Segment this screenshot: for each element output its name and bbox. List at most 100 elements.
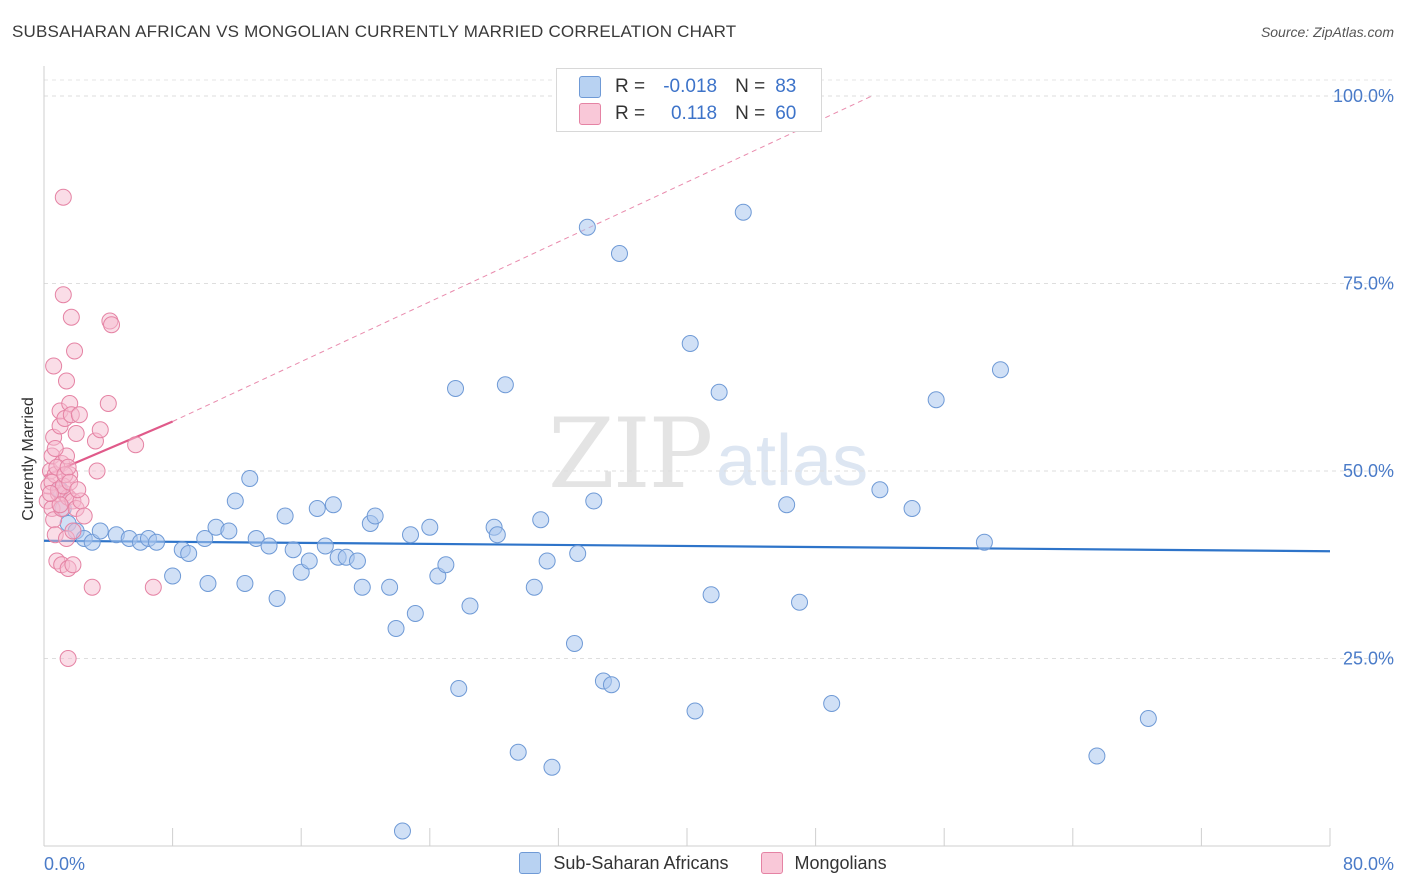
point-mongolian (67, 425, 85, 442)
point-subsaharan (148, 533, 166, 551)
point-mongolian (103, 316, 121, 334)
legend-r-value: 0.118 (670, 103, 718, 124)
point-subsaharan (421, 518, 439, 536)
point-subsaharan (393, 822, 411, 840)
point-subsaharan (791, 593, 809, 611)
chart-title: SUBSAHARAN AFRICAN VS MONGOLIAN CURRENTL… (12, 22, 737, 41)
point-subsaharan (353, 578, 371, 596)
point-subsaharan (681, 335, 699, 352)
legend-n-value: 60 (775, 103, 797, 124)
grid-lines (44, 79, 1394, 659)
y-tick-label: 25.0% (1343, 649, 1394, 669)
point-subsaharan (903, 500, 921, 517)
series-legend-item-subsaharan[interactable]: Sub-Saharan Africans (519, 852, 729, 874)
blue-swatch (519, 852, 542, 874)
point-subsaharan (702, 586, 720, 604)
axis-labels: 25.0% 50.0% 75.0% 100.0% 0.0% 80.0% Currently … (20, 86, 1394, 874)
point-subsaharan (268, 590, 286, 607)
point-mongolian (83, 578, 101, 596)
trend-extension-mongolian (172, 95, 873, 422)
point-mongolian (59, 458, 77, 476)
point-subsaharan (164, 567, 182, 585)
point-mongolian (75, 507, 93, 525)
point-subsaharan (461, 597, 479, 615)
x-tick-label: 80.0% (1343, 854, 1394, 874)
point-subsaharan (585, 492, 603, 510)
series-legend-label: Sub-Saharan Africans (553, 852, 729, 873)
point-mongolian (91, 421, 109, 439)
point-subsaharan (366, 507, 384, 525)
point-subsaharan (447, 380, 465, 397)
point-subsaharan (927, 391, 945, 409)
y-tick-label: 100.0% (1333, 86, 1394, 106)
point-subsaharan (220, 522, 238, 540)
axes (43, 66, 1331, 847)
point-subsaharan (871, 481, 889, 499)
point-subsaharan (387, 620, 405, 637)
point-subsaharan (686, 702, 704, 720)
point-subsaharan (578, 218, 596, 236)
series-legend-item-mongolians[interactable]: Mongolians (760, 852, 887, 874)
point-mongolian (69, 481, 87, 499)
point-subsaharan (975, 533, 993, 551)
point-subsaharan (348, 552, 366, 570)
point-mongolian (64, 556, 82, 574)
x-tick-label: 0.0% (44, 854, 85, 874)
point-subsaharan (565, 635, 583, 652)
y-axis-label: Currently Married (20, 397, 37, 521)
point-subsaharan (91, 522, 109, 540)
point-subsaharan (276, 507, 294, 525)
point-subsaharan (324, 496, 342, 514)
point-subsaharan (532, 511, 550, 529)
legend-r-key: R = (615, 76, 646, 97)
point-subsaharan (1139, 710, 1157, 727)
pink-swatch (760, 852, 783, 874)
data-points (38, 188, 1157, 840)
point-subsaharan (402, 526, 420, 544)
point-subsaharan (488, 526, 506, 544)
point-mongolian (45, 357, 63, 375)
point-mongolian (58, 372, 76, 390)
trend-line-subsaharan (43, 539, 1331, 553)
point-subsaharan (241, 470, 259, 487)
point-subsaharan (284, 541, 302, 559)
pink-swatch (579, 103, 601, 125)
legend-r-key: R = (615, 103, 646, 124)
point-subsaharan (316, 537, 334, 555)
point-subsaharan (569, 545, 587, 562)
point-subsaharan (538, 552, 556, 570)
point-mongolian (70, 406, 88, 424)
y-tick-label: 75.0% (1343, 274, 1394, 294)
point-subsaharan (199, 575, 217, 592)
point-mongolian (66, 342, 84, 360)
point-mongolian (54, 188, 72, 206)
point-subsaharan (226, 492, 244, 510)
point-subsaharan (1088, 747, 1106, 765)
legend-n-value: 83 (775, 76, 797, 97)
point-mongolian (54, 286, 72, 304)
point-mongolian (62, 308, 80, 326)
point-subsaharan (196, 530, 214, 547)
legend-row-pink: R = 0.118 N = 60 (579, 101, 814, 127)
series-legend: Sub-Saharan Africans Mongolians (0, 852, 1406, 874)
series-legend-label: Mongolians (794, 852, 887, 873)
point-subsaharan (543, 758, 561, 776)
point-mongolian (88, 462, 106, 480)
point-subsaharan (734, 203, 752, 221)
point-mongolian (127, 436, 145, 454)
legend-r-value: -0.018 (663, 76, 718, 97)
stats-legend: R = -0.018 N = 83 R = 0.118 N = 60 (556, 68, 822, 132)
point-subsaharan (602, 676, 620, 694)
point-subsaharan (823, 695, 841, 712)
point-subsaharan (381, 578, 399, 596)
watermark-zip: ZIP (548, 398, 713, 510)
point-subsaharan (236, 575, 254, 592)
point-subsaharan (509, 743, 527, 761)
point-subsaharan (308, 500, 326, 517)
legend-row-blue: R = -0.018 N = 83 (579, 74, 814, 100)
point-subsaharan (450, 680, 468, 697)
point-subsaharan (300, 552, 318, 570)
point-subsaharan (525, 578, 543, 596)
point-subsaharan (710, 383, 728, 401)
